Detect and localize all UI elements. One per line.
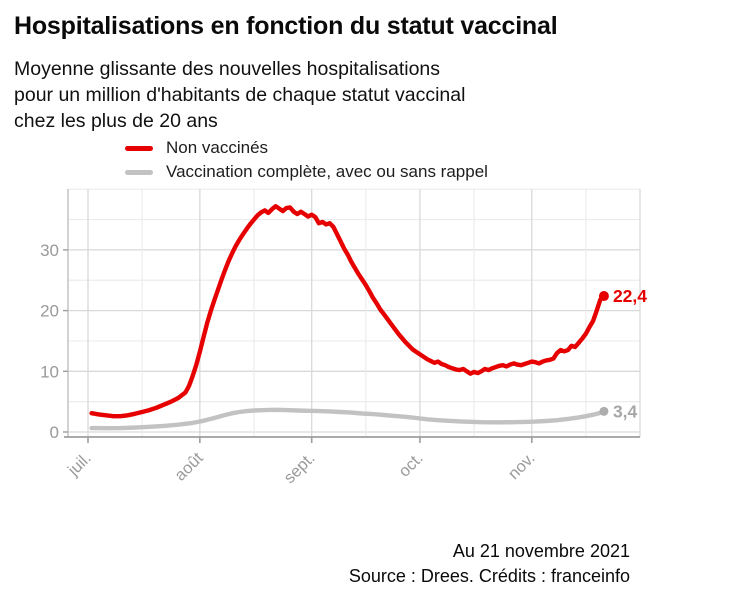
end-label-non-vaccines: 22,4 (613, 286, 647, 306)
x-tick-label-nov.: nov. (505, 449, 539, 483)
end-dot-vaccination-complete (599, 406, 609, 416)
chart-title: Hospitalisations en fonction du statut v… (14, 12, 558, 40)
y-tick-label-30: 30 (40, 241, 59, 260)
footer-source: Source : Drees. Crédits : franceinfo (348, 566, 630, 586)
series-line-non-vaccines (89, 204, 607, 419)
x-tick-label-sept.: sept. (280, 449, 318, 487)
end-dot-non-vaccines (598, 291, 609, 302)
legend-label-vaccination-complete: Vaccination complète, avec ou sans rappe… (166, 162, 488, 181)
legend-label-non-vaccines: Non vaccinés (166, 138, 269, 157)
legend-item-vaccination-complete: Vaccination complète, avec ou sans rappe… (125, 160, 488, 184)
y-tick-label-20: 20 (40, 302, 59, 321)
series-line-vaccination-complete (89, 407, 607, 431)
x-tick-label-oct.: oct. (395, 449, 427, 481)
footer-date: Au 21 novembre 2021 (452, 541, 630, 561)
footer: Au 21 novembre 2021 Source : Drees. Créd… (349, 539, 630, 589)
hospitalizations-chart: juil. août sept. oct. nov. 0 10 20 30 22,4 3,4 (40, 188, 647, 487)
legend: Non vaccinés Vaccination complète, avec o… (125, 136, 488, 184)
chart-subtitle: Moyenne glissante des nouvelles hospital… (14, 58, 466, 132)
end-label-vaccination-complete: 3,4 (613, 401, 638, 421)
y-tick-label-10: 10 (40, 362, 59, 381)
legend-swatch-non-vaccines (125, 145, 153, 151)
legend-swatch-vaccination-complete (125, 169, 153, 175)
y-tick-label-0: 0 (50, 423, 59, 442)
x-tick-label-juil.: juil. (64, 449, 95, 480)
x-tick-label-août: août (171, 449, 207, 485)
legend-item-non-vaccines: Non vaccinés (125, 136, 488, 160)
